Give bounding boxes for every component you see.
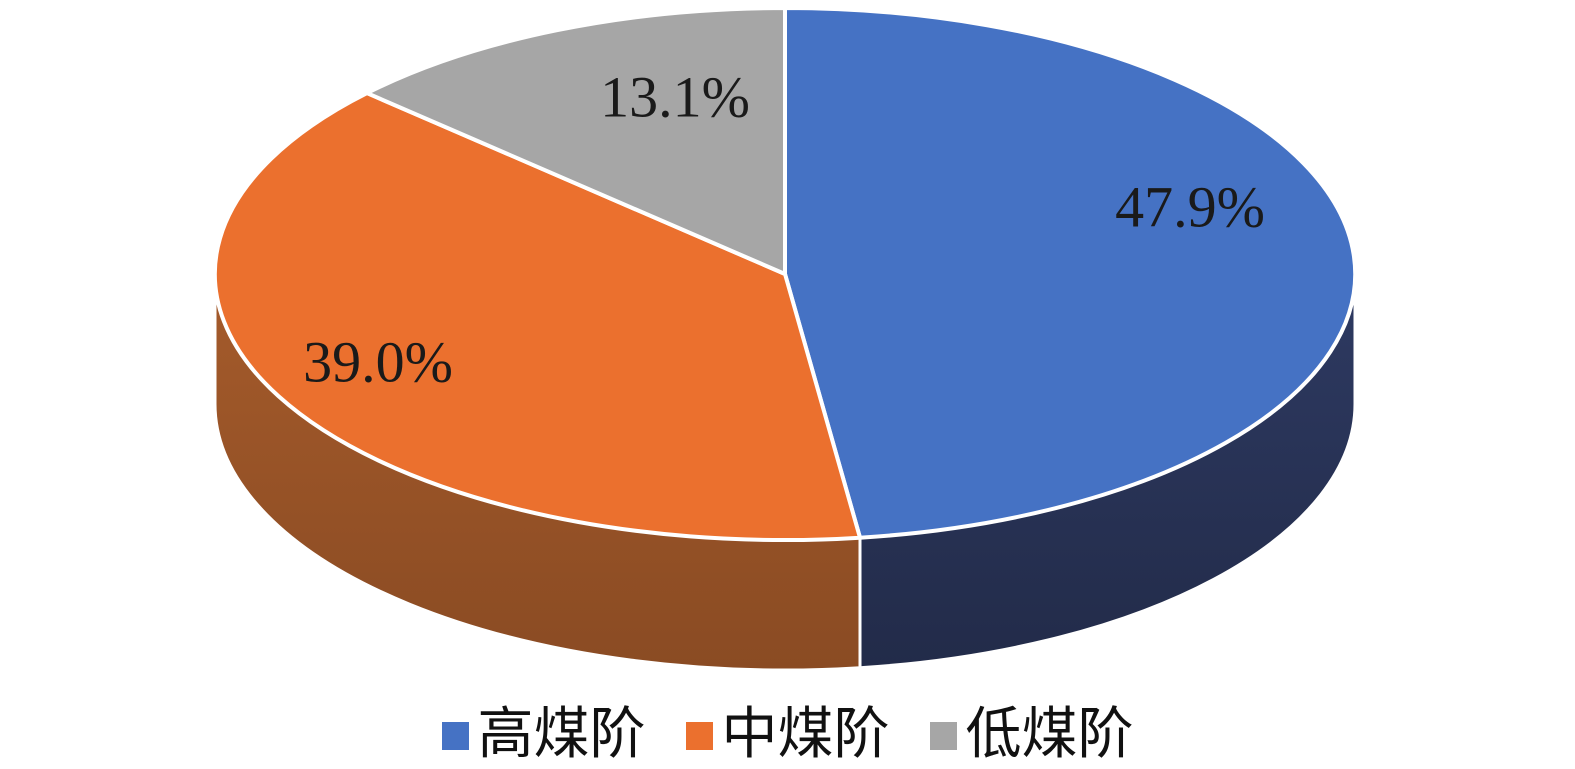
legend-swatch (441, 721, 469, 750)
legend-swatch (685, 721, 713, 750)
legend-label: 中煤阶 (721, 703, 890, 766)
pie-slice-1-top (212, 91, 862, 543)
legend-swatch (929, 721, 957, 750)
pie-slice-0-top (783, 6, 1358, 540)
legend-item-1: 中煤阶 (685, 703, 890, 767)
pie-slice-0-data-label: 47.9% (1115, 175, 1265, 240)
legend-item-2: 低煤阶 (929, 703, 1134, 767)
legend-label: 高煤阶 (477, 703, 646, 766)
pie-slice-2-data-label: 13.1% (600, 65, 750, 130)
pie-slice-2-top (365, 6, 787, 276)
pie-slice-1-data-label: 39.0% (303, 330, 453, 395)
chart-legend: 高煤阶 中煤阶 低煤阶 (0, 702, 1575, 769)
legend-label: 低煤阶 (965, 703, 1134, 766)
legend-item-0: 高煤阶 (441, 703, 646, 767)
